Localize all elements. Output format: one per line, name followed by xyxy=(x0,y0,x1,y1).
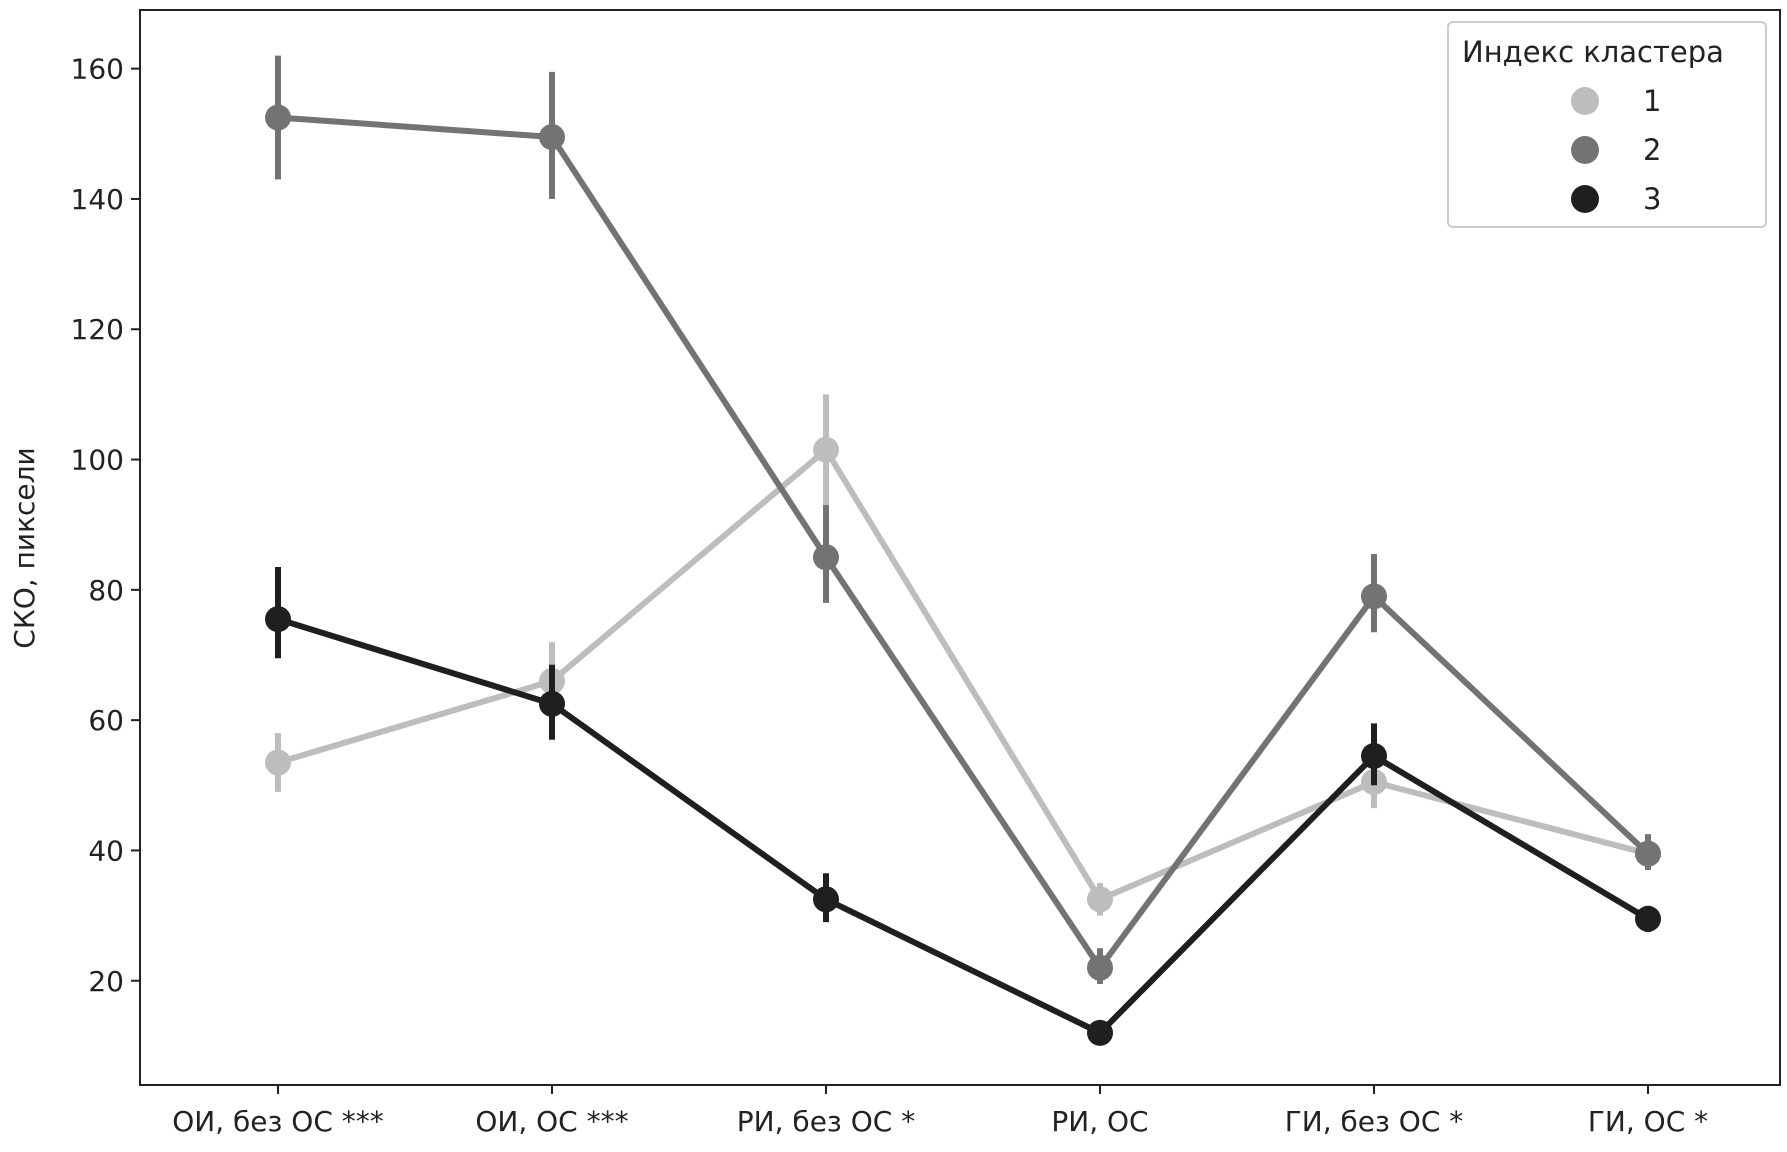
x-axis: ОИ, без ОС *** ОИ, ОС *** РИ, без ОС * РИ, … xyxy=(172,1085,1708,1138)
series-3-point-5 xyxy=(1635,905,1661,932)
legend: Индекс кластера 1 2 3 xyxy=(1447,21,1767,228)
series-2-point-2 xyxy=(813,544,839,571)
y-axis-label: СКО, пиксели xyxy=(8,447,41,648)
x-tick-label-0: ОИ, без ОС *** xyxy=(172,1105,384,1138)
legend-box xyxy=(1447,21,1767,228)
x-tick-label-3: РИ, ОС xyxy=(1051,1105,1148,1138)
legend-marker-2 xyxy=(1571,136,1599,164)
series-2-point-0 xyxy=(265,104,291,131)
legend-marker-3 xyxy=(1571,185,1599,213)
series-2-point-5 xyxy=(1635,840,1661,867)
y-tick-label-80: 80 xyxy=(88,574,124,607)
x-tick-label-1: ОИ, ОС *** xyxy=(475,1105,628,1138)
legend-items: 1 2 3 xyxy=(1571,84,1661,216)
series-layer xyxy=(265,55,1661,1046)
legend-label-2: 2 xyxy=(1643,133,1661,167)
series-1 xyxy=(265,394,1661,916)
y-tick-label-40: 40 xyxy=(88,834,124,867)
y-tick-label-100: 100 xyxy=(71,444,124,477)
series-1-point-3 xyxy=(1087,886,1113,913)
legend-label-3: 3 xyxy=(1643,182,1661,216)
y-tick-label-160: 160 xyxy=(71,53,124,86)
series-3-point-4 xyxy=(1361,742,1387,769)
y-tick-label-140: 140 xyxy=(71,183,124,216)
series-2-point-3 xyxy=(1087,954,1113,981)
series-3-point-2 xyxy=(813,886,839,913)
series-1-line xyxy=(277,446,1649,903)
x-tick-label-2: РИ, без ОС * xyxy=(737,1105,915,1138)
series-2 xyxy=(265,55,1661,985)
series-3 xyxy=(265,567,1661,1046)
legend-title: Индекс кластера xyxy=(1462,35,1724,69)
series-3-point-3 xyxy=(1087,1019,1113,1046)
legend-marker-1 xyxy=(1571,87,1599,115)
series-2-line xyxy=(277,114,1651,971)
series-3-point-1 xyxy=(539,690,565,717)
series-1-point-2 xyxy=(813,436,839,463)
legend-label-1: 1 xyxy=(1643,84,1661,118)
y-tick-label-120: 120 xyxy=(71,313,124,346)
series-1-point-0 xyxy=(265,749,291,776)
series-2-point-1 xyxy=(539,124,565,151)
x-tick-label-5: ГИ, ОС * xyxy=(1588,1105,1708,1138)
series-3-line xyxy=(277,616,1650,1036)
x-tick-label-4: ГИ, без ОС * xyxy=(1285,1105,1464,1138)
y-tick-label-60: 60 xyxy=(88,704,124,737)
y-tick-label-20: 20 xyxy=(88,965,124,998)
y-axis: 20 40 60 80 100 120 140 160 xyxy=(71,53,140,998)
series-2-point-4 xyxy=(1361,583,1387,610)
series-3-point-0 xyxy=(265,606,291,633)
plot-frame xyxy=(139,9,1781,1086)
